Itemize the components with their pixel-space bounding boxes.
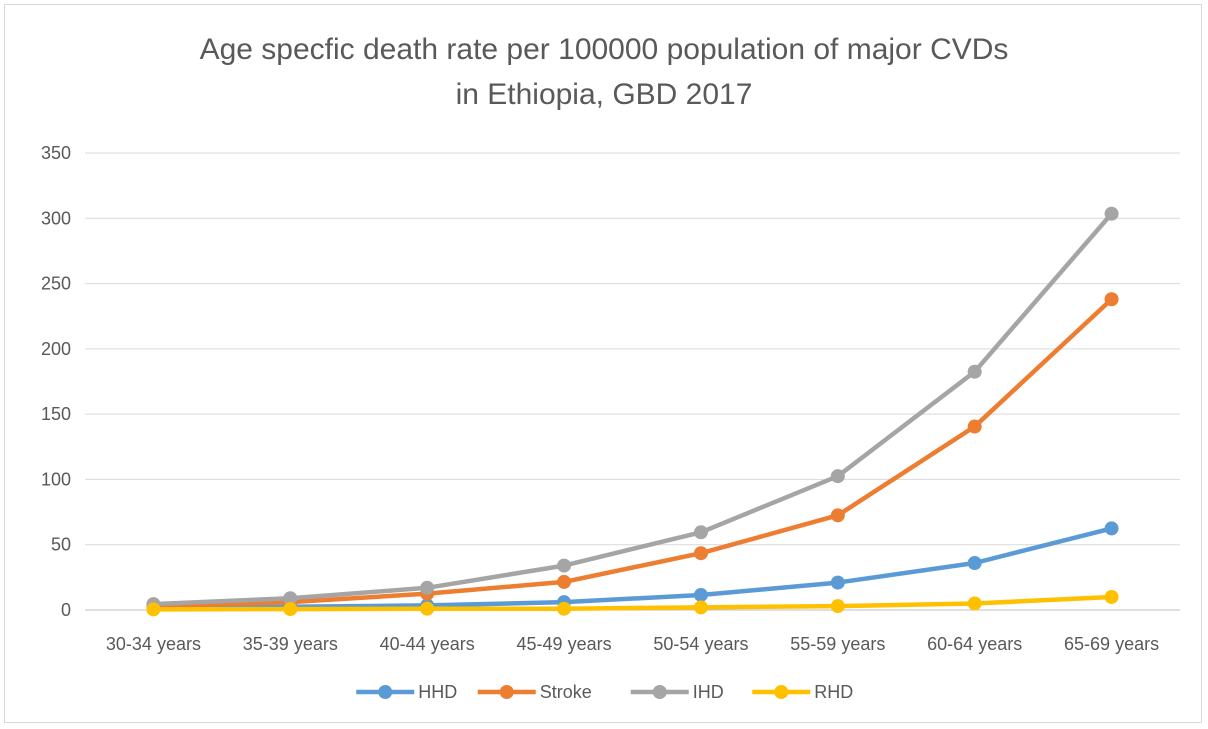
legend-swatch-marker-rhd [774, 685, 789, 699]
y-tick-label-350: 350 [41, 143, 71, 163]
data-point-stroke-6 [967, 419, 982, 434]
data-point-ihd-1 [283, 591, 298, 606]
legend-item-rhd: RHD [752, 682, 853, 702]
y-tick-label-150: 150 [41, 404, 71, 424]
data-point-hhd-6 [967, 555, 982, 570]
data-point-ihd-3 [557, 558, 572, 573]
x-tick-label-7: 65-69 years [1064, 634, 1159, 654]
legend-item-stroke: Stroke [477, 682, 592, 702]
data-point-hhd-5 [830, 575, 845, 590]
legend-label-rhd: RHD [814, 682, 853, 702]
x-tick-label-3: 45-49 years [517, 634, 612, 654]
legend-swatch-marker-stroke [499, 685, 514, 699]
data-point-rhd-5 [830, 599, 845, 614]
data-point-ihd-7 [1104, 206, 1119, 221]
y-axis-tick-labels: 0 50 100 150 200 250 300 350 [41, 143, 71, 620]
series-line-stroke [151, 296, 1114, 609]
data-point-stroke-3 [557, 574, 572, 589]
chart-frame: Age specfic death rate per 100000 popula… [4, 4, 1202, 723]
data-point-hhd-4 [693, 587, 708, 602]
y-tick-label-0: 0 [61, 600, 71, 620]
legend-item-ihd: IHD [630, 682, 724, 702]
data-point-ihd-4 [693, 525, 708, 540]
x-tick-label-1: 35-39 years [243, 634, 338, 654]
legend-label-ihd: IHD [693, 682, 724, 702]
legend-swatch-marker-hhd [378, 685, 393, 699]
chart-title-line-1: Age specfic death rate per 100000 popula… [200, 33, 1009, 66]
y-tick-label-100: 100 [41, 469, 71, 489]
y-tick-label-250: 250 [41, 274, 71, 294]
legend: HHD Stroke IHD RHD [356, 682, 853, 702]
legend-item-hhd: HHD [356, 682, 457, 702]
data-point-rhd-6 [967, 596, 982, 611]
data-point-rhd-7 [1104, 589, 1119, 604]
line-chart: Age specfic death rate per 100000 popula… [41, 33, 1180, 702]
x-tick-label-2: 40-44 years [380, 634, 475, 654]
series-lines [146, 206, 1119, 617]
chart-title: Age specfic death rate per 100000 popula… [200, 33, 1009, 111]
data-point-ihd-5 [830, 469, 845, 484]
legend-swatch-marker-ihd [652, 685, 667, 699]
x-axis-tick-labels: 30-34 years 35-39 years 40-44 years 45-49 y… [106, 634, 1159, 654]
data-point-stroke-7 [1104, 292, 1119, 307]
y-tick-label-200: 200 [41, 339, 71, 359]
series-line-ihd [151, 211, 1114, 607]
data-point-stroke-4 [693, 546, 708, 561]
data-point-rhd-4 [693, 600, 708, 615]
x-tick-label-5: 55-59 years [790, 634, 885, 654]
y-tick-label-50: 50 [51, 535, 71, 555]
legend-label-stroke: Stroke [540, 682, 592, 702]
data-point-hhd-7 [1104, 521, 1119, 536]
gridlines [85, 152, 1180, 611]
data-point-rhd-2 [420, 601, 435, 616]
data-point-ihd-2 [420, 580, 435, 595]
series-ihd [146, 206, 1119, 612]
x-tick-label-0: 30-34 years [106, 634, 201, 654]
y-tick-label-300: 300 [41, 208, 71, 228]
data-point-ihd-6 [967, 364, 982, 379]
series-line-rhd [151, 594, 1114, 612]
data-point-rhd-1 [283, 602, 298, 617]
series-line-hhd [151, 526, 1114, 611]
series-rhd [146, 589, 1119, 617]
x-tick-label-6: 60-64 years [927, 634, 1022, 654]
data-point-rhd-3 [557, 601, 572, 616]
x-tick-label-4: 50-54 years [653, 634, 748, 654]
legend-label-hhd: HHD [418, 682, 457, 702]
chart-title-line-2: in Ethiopia, GBD 2017 [456, 78, 753, 111]
data-point-stroke-5 [830, 508, 845, 523]
data-point-rhd-0 [146, 602, 161, 617]
